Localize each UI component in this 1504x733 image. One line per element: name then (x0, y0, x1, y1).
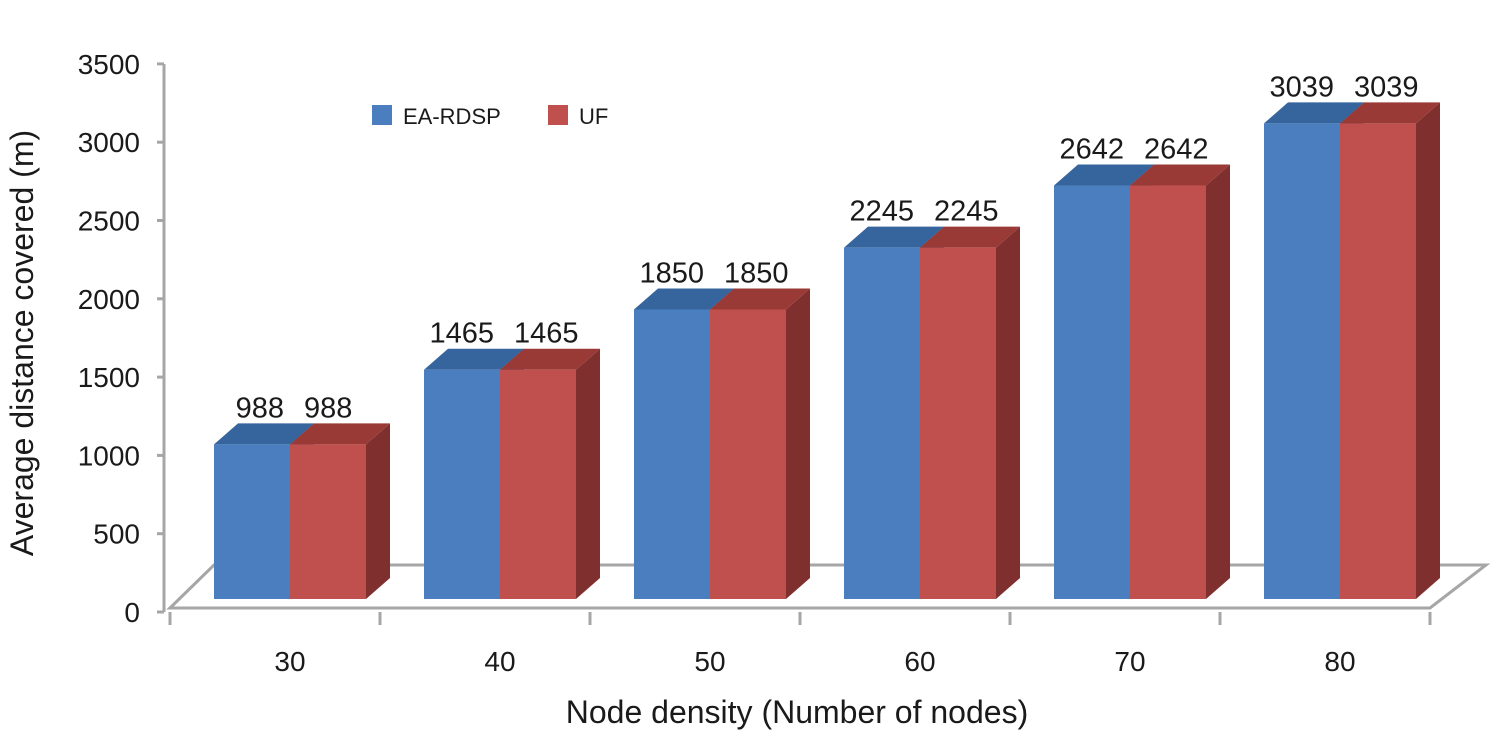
data-label: 1850 (639, 257, 704, 289)
data-label: 2245 (849, 196, 914, 228)
bar-top (1054, 164, 1154, 186)
bar-top (214, 423, 314, 445)
y-axis-title: Average distance covered (m) (4, 130, 40, 556)
legend-swatch (372, 105, 392, 125)
data-label: 1465 (514, 318, 579, 350)
data-label: 3039 (1354, 71, 1419, 103)
bar-side (996, 226, 1020, 599)
bar-uf-40 (500, 348, 600, 599)
bar-front (710, 309, 786, 599)
bar-top (424, 348, 524, 370)
y-tick-label: 2000 (78, 284, 140, 315)
bar-top (1264, 102, 1364, 124)
data-label: 1465 (429, 318, 494, 350)
legend-item-uf: UF (548, 104, 608, 129)
bar-top (290, 423, 390, 445)
y-tick-label: 500 (93, 519, 140, 550)
bar-side (786, 288, 810, 599)
data-labels: 988 988 1465 1465 1850 1850 2245 2245 2642 2642 30… (236, 71, 1419, 424)
data-label: 988 (236, 392, 284, 424)
x-tick-label: 30 (274, 646, 305, 677)
bar-front (1054, 185, 1130, 600)
bar-uf-80 (1340, 102, 1440, 600)
x-axis: 30 40 50 60 70 80 (168, 612, 1432, 677)
y-tick-label: 3000 (78, 127, 140, 158)
bar-side (366, 423, 390, 599)
legend-label: EA-RDSP (403, 104, 501, 129)
y-tick-label: 0 (124, 597, 140, 628)
y-axis: 0 500 1000 1500 2000 2500 3000 3500 (78, 49, 166, 628)
bar-front (1130, 185, 1206, 600)
x-tick-label: 60 (904, 646, 935, 677)
bar-front (500, 369, 576, 599)
bar-side (1416, 102, 1440, 600)
data-label: 2245 (934, 196, 999, 228)
bar-top (1130, 164, 1230, 186)
x-tick-label: 50 (694, 646, 725, 677)
data-label: 988 (304, 392, 352, 424)
legend-item-ea-rdsp: EA-RDSP (372, 104, 501, 129)
bar-front (424, 369, 500, 599)
legend-swatch (548, 105, 568, 125)
bar-top (710, 288, 810, 310)
y-tick-label: 2500 (78, 206, 140, 237)
bar-side (1206, 164, 1230, 600)
bar-top (634, 288, 734, 310)
bar-side (576, 348, 600, 599)
y-tick-label: 1000 (78, 440, 140, 471)
bar-front (844, 247, 920, 599)
y-tick-label: 1500 (78, 362, 140, 393)
bar-top (920, 226, 1020, 248)
x-axis-title: Node density (Number of nodes) (566, 694, 1028, 730)
bar-uf-50 (710, 288, 810, 599)
bar-uf-70 (1130, 164, 1230, 600)
bars (214, 102, 1440, 600)
bar-front (634, 309, 710, 599)
x-tick-label: 70 (1114, 646, 1145, 677)
bar-uf-60 (920, 226, 1020, 599)
bar-front (1340, 123, 1416, 600)
data-label: 2642 (1059, 134, 1124, 166)
legend: EA-RDSP UF (372, 104, 608, 129)
x-tick-label: 80 (1324, 646, 1355, 677)
legend-label: UF (579, 104, 608, 129)
data-label: 1850 (724, 257, 789, 289)
data-label: 2642 (1144, 134, 1209, 166)
x-tick-label: 40 (484, 646, 515, 677)
bar-top (1340, 102, 1440, 124)
bar-front (214, 444, 290, 599)
bar-top (844, 226, 944, 248)
bar-front (1264, 123, 1340, 600)
data-label: 3039 (1269, 71, 1334, 103)
bar-front (290, 444, 366, 599)
bar-uf-30 (290, 423, 390, 599)
y-tick-label: 3500 (78, 49, 140, 80)
bar-front (920, 247, 996, 599)
bar-top (500, 348, 600, 370)
